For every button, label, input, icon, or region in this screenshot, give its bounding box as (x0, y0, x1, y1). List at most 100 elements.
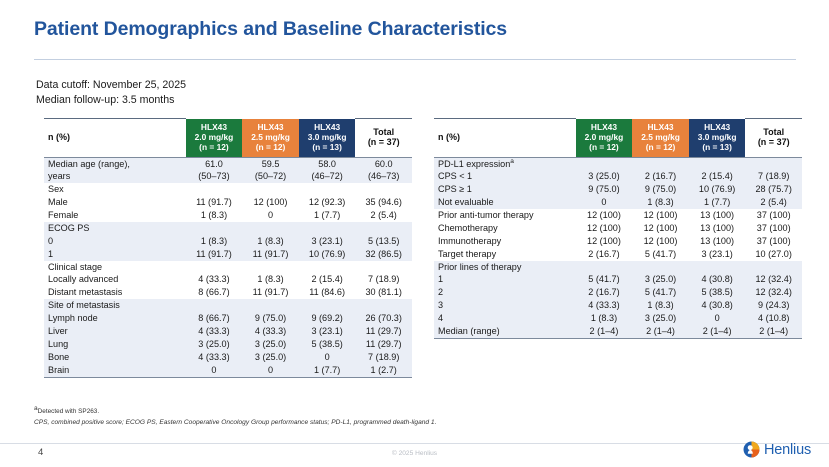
row-value-2: 2 (1–4) (632, 325, 689, 338)
row-value-4: 35 (94.6) (355, 196, 412, 210)
row-label: Male (44, 196, 186, 210)
row-value-4 (355, 183, 412, 197)
table-row: ECOG PS (44, 222, 412, 235)
row-value-1 (185, 183, 243, 197)
group-name: HLX43 (257, 121, 284, 132)
row-value-2: 3 (25.0) (242, 337, 299, 351)
row-value-4: 28 (75.7) (745, 183, 802, 197)
row-value-2: 4 (33.3) (242, 325, 299, 338)
row-label: Locally advanced (44, 273, 186, 287)
row-label: years (44, 170, 186, 184)
data-cutoff-text: Data cutoff: November 25, 2025 (36, 79, 186, 91)
row-value-3: 10 (76.9) (298, 247, 356, 261)
table-row: Prior anti-tumor therapy 12 (100) 12 (100)… (434, 209, 802, 223)
row-value-1: 2 (16.7) (575, 286, 633, 300)
row-label: 1 (44, 247, 186, 261)
row-value-2: 9 (75.0) (242, 312, 299, 326)
row-value-4: 12 (32.4) (745, 273, 802, 287)
demographics-table-container: n (%) HLX43 2.0 mg/kg (n = 12) HLX43 2.5… (44, 118, 412, 378)
row-value-4: 11 (29.7) (355, 337, 412, 351)
row-value-3: 13 (100) (688, 209, 746, 223)
table-row: Distant metastasis 8 (66.7) 11 (91.7) 11 (8… (44, 286, 412, 300)
row-value-3 (688, 156, 746, 171)
footer-divider (0, 443, 829, 444)
row-label: Liver (44, 325, 186, 338)
row-value-3: 2 (1–4) (688, 325, 746, 338)
row-value-2: 1 (8.3) (632, 196, 689, 210)
row-value-3: 3 (23.1) (298, 325, 356, 338)
row-value-4: 37 (100) (745, 222, 802, 235)
row-label: 2 (434, 286, 576, 300)
row-value-3: 4 (30.8) (688, 273, 746, 287)
row-value-2: 11 (91.7) (242, 247, 299, 261)
row-value-4: (46–73) (355, 170, 412, 184)
group-dose: 2.0 mg/kg (584, 131, 624, 142)
row-value-4 (355, 299, 412, 313)
row-value-1 (185, 299, 243, 313)
row-value-3: 13 (100) (688, 222, 746, 235)
characteristics-table-container: n (%) HLX43 2.0 mg/kg (n = 12) HLX43 2.5… (434, 118, 802, 340)
group-n: (n = 12) (589, 142, 619, 153)
row-value-3 (298, 183, 356, 197)
column-header-label: n (%) (44, 118, 186, 158)
total-n: (n = 37) (367, 137, 400, 148)
row-value-3: 1 (7.7) (298, 363, 356, 377)
total-label: Total (763, 126, 785, 137)
row-value-2: 1 (8.3) (632, 299, 689, 313)
row-value-3 (688, 260, 746, 274)
row-value-2: 0 (242, 363, 299, 377)
row-value-1: 5 (41.7) (575, 273, 633, 287)
row-label: 0 (44, 234, 186, 248)
row-value-2: 1 (8.3) (242, 234, 299, 248)
page-title: Patient Demographics and Baseline Charac… (34, 18, 508, 40)
row-value-3 (298, 222, 356, 235)
row-label: Distant metastasis (44, 286, 186, 300)
footnote-detection: aDetected with SP263. (34, 405, 734, 416)
table-row: Target therapy 2 (16.7) 5 (41.7) 3 (23.1) 10… (434, 247, 802, 261)
column-header-group-2: HLX43 2.5 mg/kg (n = 12) (632, 118, 689, 158)
group-name: HLX43 (200, 121, 227, 132)
table-row: PD-L1 expressiona (434, 156, 802, 171)
row-value-2 (242, 260, 299, 274)
table-row: Chemotherapy 12 (100) 12 (100) 13 (100) 37 (… (434, 222, 802, 235)
row-value-1: 4 (33.3) (575, 299, 633, 313)
row-value-1 (185, 222, 243, 235)
row-value-2: 3 (25.0) (632, 273, 689, 287)
row-value-3: 13 (100) (688, 234, 746, 248)
row-label: ECOG PS (44, 222, 186, 235)
row-value-4: 4 (10.8) (745, 312, 802, 326)
row-value-2: 12 (100) (242, 196, 299, 210)
row-value-1: 8 (66.7) (185, 312, 243, 326)
row-label: Immunotherapy (434, 234, 576, 248)
table-row: Liver 4 (33.3) 4 (33.3) 3 (23.1) 11 (29.7) (44, 325, 412, 338)
table-row: Site of metastasis (44, 299, 412, 313)
group-name: HLX43 (314, 121, 341, 132)
row-label: Target therapy (434, 247, 576, 261)
row-label: Site of metastasis (44, 299, 186, 313)
column-header-group-2: HLX43 2.5 mg/kg (n = 12) (242, 118, 299, 158)
row-value-1: 12 (100) (575, 222, 633, 235)
henlius-logo: Henlius (743, 441, 811, 458)
row-value-1: 2 (1–4) (575, 325, 633, 338)
row-value-4 (745, 156, 802, 171)
row-label: 1 (434, 273, 576, 287)
row-value-1: (50–73) (185, 170, 243, 184)
row-label: 4 (434, 312, 576, 326)
row-value-2: 9 (75.0) (632, 183, 689, 197)
copyright-text: © 2025 Henlius (391, 450, 438, 457)
row-value-3: 0 (688, 312, 746, 326)
table-row: Median age (range), 61.0 59.5 58.0 60.0 (44, 156, 412, 171)
row-label: Median age (range), (44, 156, 186, 171)
row-value-1: 12 (100) (575, 234, 633, 248)
demographics-table: n (%) HLX43 2.0 mg/kg (n = 12) HLX43 2.5… (44, 118, 412, 377)
table-row: Prior lines of therapy (434, 260, 802, 274)
table-header: n (%) HLX43 2.0 mg/kg (n = 12) HLX43 2.5… (44, 118, 412, 158)
row-value-2: 0 (242, 209, 299, 223)
row-value-2: 1 (8.3) (242, 273, 299, 287)
row-value-4: 37 (100) (745, 209, 802, 223)
row-value-4: 37 (100) (745, 234, 802, 248)
row-value-4 (355, 222, 412, 235)
